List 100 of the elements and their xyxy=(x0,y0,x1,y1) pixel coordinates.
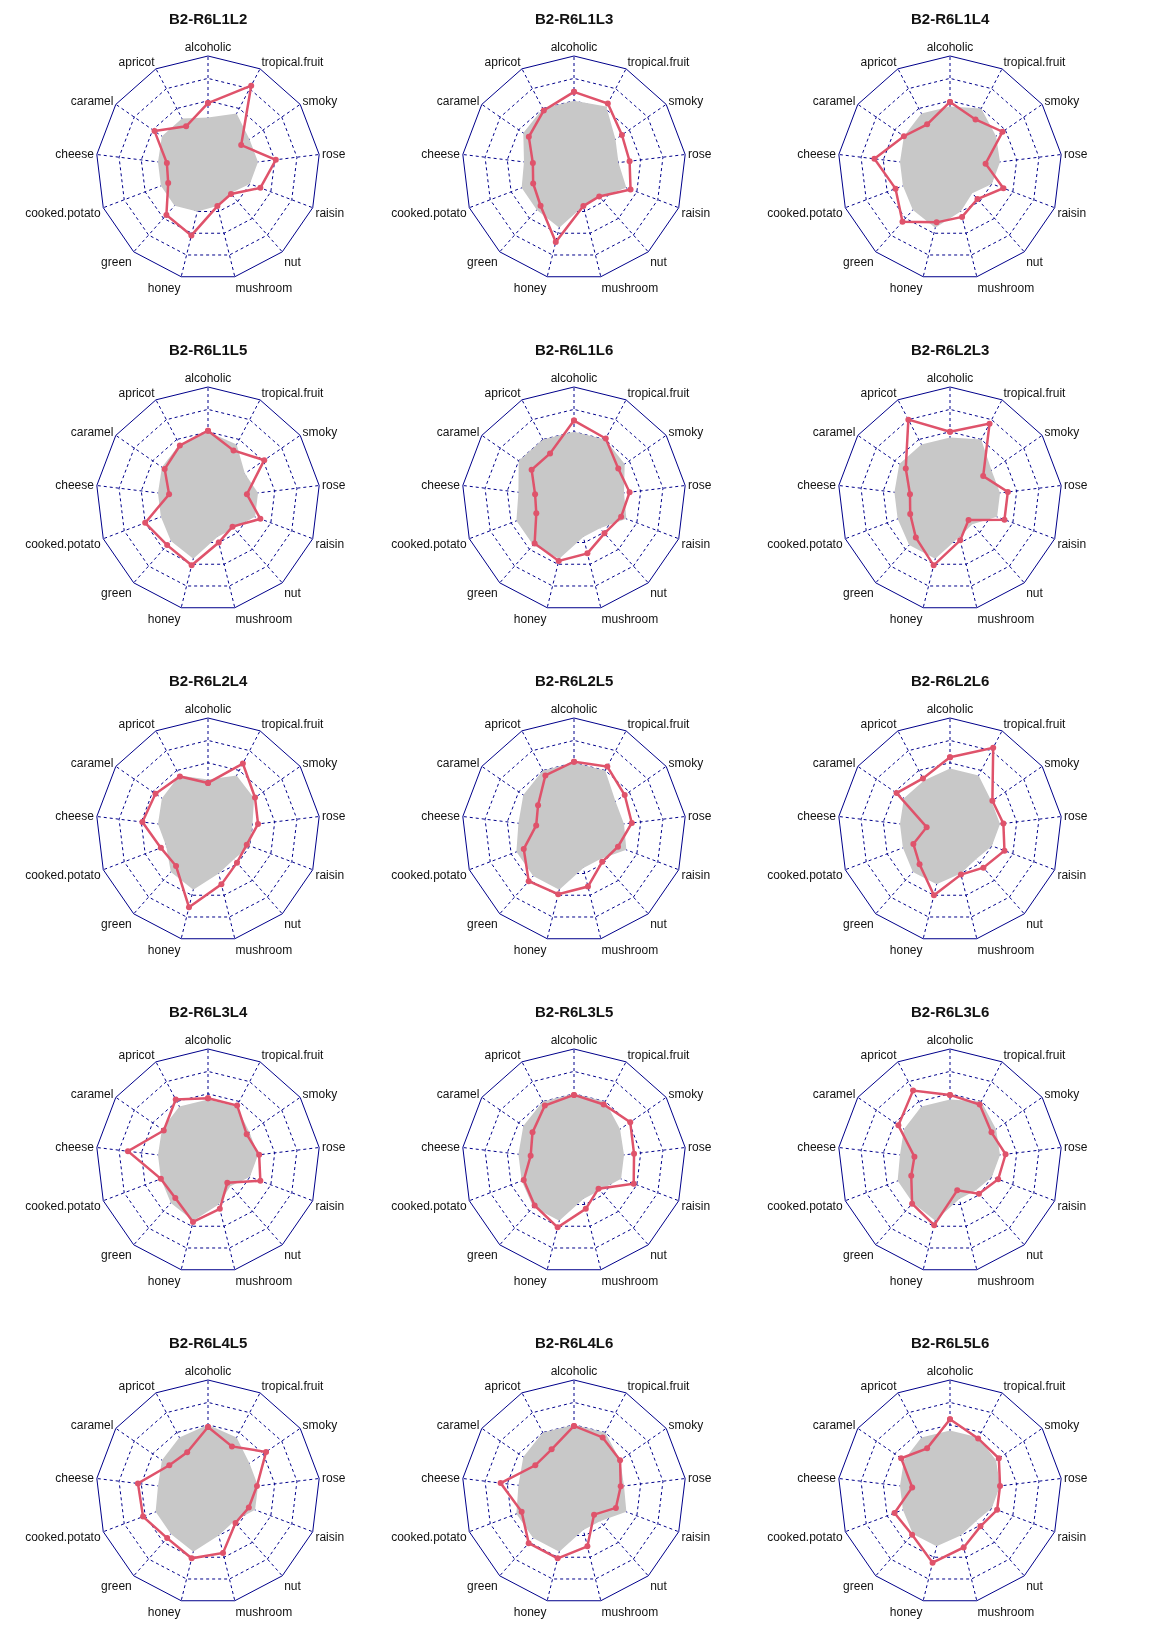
spoke-label: mushroom xyxy=(235,1274,293,1289)
spoke-label: smoky xyxy=(668,755,704,770)
spoke-label: mushroom xyxy=(601,1274,659,1289)
spoke-label: nut xyxy=(284,1247,302,1262)
spoke-label: raisin xyxy=(1057,205,1087,220)
spoke-label: cooked.potato xyxy=(391,205,467,220)
spoke-label: cooked.potato xyxy=(25,1198,101,1213)
spoke-label: green xyxy=(467,585,498,600)
spoke-label: caramel xyxy=(70,1417,114,1432)
spoke-label: honey xyxy=(513,1605,547,1620)
spoke-label: raisin xyxy=(681,1529,711,1544)
spoke-label: tropical.fruit xyxy=(627,55,691,70)
spoke-label: cheese xyxy=(797,1140,837,1155)
spoke-label: smoky xyxy=(1044,755,1080,770)
spoke-label: cooked.potato xyxy=(25,205,101,220)
spoke-label: nut xyxy=(1026,1247,1044,1262)
spoke-label: tropical.fruit xyxy=(261,1048,325,1063)
chart-title: B2-R6L1L5 xyxy=(169,341,248,358)
spoke-label: raisin xyxy=(315,205,345,220)
spoke-label: green xyxy=(101,585,132,600)
spoke-label: cheese xyxy=(797,478,837,493)
spoke-label: tropical.fruit xyxy=(1003,1048,1067,1063)
spoke-label: caramel xyxy=(812,424,856,439)
spoke-label: green xyxy=(843,1247,874,1262)
chart-title: B2-R6L4L5 xyxy=(169,1334,248,1351)
spoke-label: cheese xyxy=(421,478,461,493)
spoke-label: honey xyxy=(889,943,923,958)
spoke-label: tropical.fruit xyxy=(261,717,325,732)
spoke-label: nut xyxy=(650,254,668,269)
spoke-label: cooked.potato xyxy=(391,867,467,882)
spoke-label: nut xyxy=(284,585,302,600)
spoke-label: raisin xyxy=(315,1198,345,1213)
spoke-label: caramel xyxy=(436,1086,480,1101)
spoke-label: apricot xyxy=(484,1048,522,1063)
spoke-label: cheese xyxy=(797,809,837,824)
spoke-label: raisin xyxy=(315,1529,345,1544)
spoke-label: tropical.fruit xyxy=(627,717,691,732)
spoke-label: caramel xyxy=(436,93,480,108)
spoke-label: rose xyxy=(322,478,346,493)
spoke-label: green xyxy=(101,254,132,269)
spoke-label: mushroom xyxy=(977,281,1035,296)
spoke-label: green xyxy=(467,1247,498,1262)
spoke-label: mushroom xyxy=(601,612,659,627)
spoke-label: green xyxy=(101,1578,132,1593)
spoke-label: apricot xyxy=(860,386,898,401)
spoke-label: cheese xyxy=(55,1471,95,1486)
spoke-label: smoky xyxy=(668,1417,704,1432)
spoke-label: cooked.potato xyxy=(391,536,467,551)
chart-title: B2-R6L1L3 xyxy=(535,10,614,27)
spoke-label: green xyxy=(467,254,498,269)
spoke-label: alcoholic xyxy=(926,701,974,716)
spoke-label: alcoholic xyxy=(926,1032,974,1047)
spoke-label: rose xyxy=(1064,478,1088,493)
spoke-label: smoky xyxy=(302,93,338,108)
spoke-label: alcoholic xyxy=(550,1363,598,1378)
spoke-label: rose xyxy=(1064,147,1088,162)
spoke-label: tropical.fruit xyxy=(261,1379,325,1394)
spoke-label: smoky xyxy=(1044,1086,1080,1101)
spoke-label: green xyxy=(843,254,874,269)
chart-title: B2-R6L2L5 xyxy=(535,672,614,689)
spoke-label: raisin xyxy=(315,536,345,551)
spoke-label: alcoholic xyxy=(550,1032,598,1047)
spoke-label: cooked.potato xyxy=(391,1529,467,1544)
spoke-label: cheese xyxy=(55,1140,95,1155)
spoke-label: apricot xyxy=(484,1379,522,1394)
spoke-label: cheese xyxy=(421,147,461,162)
spoke-label: raisin xyxy=(681,536,711,551)
spoke-label: rose xyxy=(1064,809,1088,824)
spoke-label: nut xyxy=(1026,254,1044,269)
spoke-label: tropical.fruit xyxy=(1003,55,1067,70)
spoke-label: green xyxy=(101,1247,132,1262)
spoke-label: smoky xyxy=(1044,424,1080,439)
spoke-label: caramel xyxy=(70,1086,114,1101)
spoke-label: honey xyxy=(513,1274,547,1289)
spoke-label: caramel xyxy=(812,1086,856,1101)
spoke-label: smoky xyxy=(302,755,338,770)
spoke-label: mushroom xyxy=(601,943,659,958)
spoke-label: cheese xyxy=(421,1140,461,1155)
spoke-label: cheese xyxy=(797,147,837,162)
spoke-label: green xyxy=(843,916,874,931)
spoke-label: honey xyxy=(513,943,547,958)
spoke-label: caramel xyxy=(812,93,856,108)
spoke-label: honey xyxy=(889,1605,923,1620)
spoke-label: nut xyxy=(650,1578,668,1593)
spoke-label: rose xyxy=(322,1140,346,1155)
chart-title: B2-R6L2L6 xyxy=(911,672,990,689)
spoke-label: cooked.potato xyxy=(25,1529,101,1544)
spoke-label: honey xyxy=(147,612,181,627)
spoke-label: nut xyxy=(284,1578,302,1593)
spoke-label: rose xyxy=(688,147,712,162)
spoke-label: apricot xyxy=(860,1379,898,1394)
spoke-label: raisin xyxy=(1057,1529,1087,1544)
spoke-label: tropical.fruit xyxy=(261,55,325,70)
spoke-label: smoky xyxy=(668,424,704,439)
spoke-label: caramel xyxy=(436,1417,480,1432)
spoke-label: alcoholic xyxy=(184,701,232,716)
chart-title: B2-R6L1L4 xyxy=(911,10,991,27)
spoke-label: nut xyxy=(650,585,668,600)
spoke-label: alcoholic xyxy=(184,39,232,54)
spoke-label: cooked.potato xyxy=(767,536,843,551)
